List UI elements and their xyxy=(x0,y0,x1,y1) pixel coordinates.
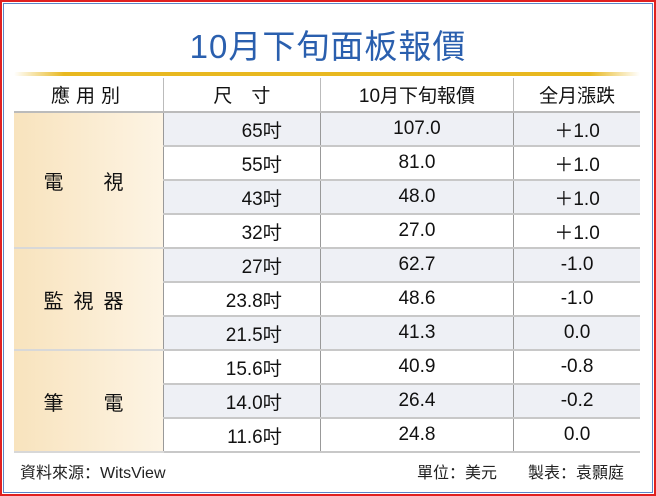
header-size: 尺 寸 xyxy=(162,78,321,113)
table-row: 21.5吋 41.3 0.0 xyxy=(14,316,640,351)
header-category: 應用別 xyxy=(14,78,164,113)
header-change: 全月漲跌 xyxy=(513,78,640,113)
category-cell: 監視器 xyxy=(14,248,164,351)
price-cell: 40.9 xyxy=(319,350,514,385)
change-cell: ＋1.0 xyxy=(513,214,640,249)
change-cell: -1.0 xyxy=(513,282,640,317)
size-cell: 55吋 xyxy=(162,146,321,181)
price-cell: 81.0 xyxy=(319,146,514,181)
price-cell: 107.0 xyxy=(319,112,514,147)
unit-note: 單位：美元 xyxy=(417,465,498,482)
size-cell: 65吋 xyxy=(162,112,321,147)
size-cell: 21.5吋 xyxy=(162,316,321,351)
change-cell: ＋1.0 xyxy=(513,146,640,181)
size-cell: 43吋 xyxy=(162,180,321,215)
change-cell: ＋1.0 xyxy=(513,180,640,215)
change-cell: -0.8 xyxy=(513,350,640,385)
price-cell: 24.8 xyxy=(319,418,514,453)
table-row: 23.8吋 48.6 -1.0 xyxy=(14,282,640,317)
price-cell: 48.6 xyxy=(319,282,514,317)
price-cell: 27.0 xyxy=(319,214,514,249)
table-row: 監視器 27吋 62.7 -1.0 xyxy=(14,248,640,351)
table-row: 電 視 65吋 107.0 ＋1.0 xyxy=(14,112,640,249)
table-row: 43吋 48.0 ＋1.0 xyxy=(14,180,640,215)
page-title: 10月下旬面板報價 xyxy=(189,28,467,65)
change-cell: -1.0 xyxy=(513,248,640,283)
size-cell: 23.8吋 xyxy=(162,282,321,317)
price-cell: 62.7 xyxy=(319,248,514,283)
price-table: 應用別 尺 寸 10月下旬報價 全月漲跌 電 視 65吋 107.0 ＋1.0 55吋 8… xyxy=(14,78,640,453)
table-row: 11.6吋 24.8 0.0 xyxy=(14,418,640,453)
change-cell: 0.0 xyxy=(513,418,640,453)
change-cell: ＋1.0 xyxy=(513,112,640,147)
category-cell: 筆 電 xyxy=(14,350,164,453)
change-cell: -0.2 xyxy=(513,384,640,419)
size-cell: 32吋 xyxy=(162,214,321,249)
size-cell: 11.6吋 xyxy=(162,418,321,453)
table-row: 32吋 27.0 ＋1.0 xyxy=(14,214,640,249)
size-cell: 27吋 xyxy=(162,248,321,283)
size-cell: 14.0吋 xyxy=(162,384,321,419)
table-row: 筆 電 15.6吋 40.9 -0.8 xyxy=(14,350,640,453)
table-row: 55吋 81.0 ＋1.0 xyxy=(14,146,640,181)
price-cell: 41.3 xyxy=(319,316,514,351)
title-divider xyxy=(14,72,640,76)
price-cell: 26.4 xyxy=(319,384,514,419)
category-cell: 電 視 xyxy=(14,112,164,249)
source-note: 資料來源：WitsView xyxy=(20,465,166,482)
author-note: 製表：袁顥庭 xyxy=(528,465,625,482)
change-cell: 0.0 xyxy=(513,316,640,351)
table-row: 14.0吋 26.4 -0.2 xyxy=(14,384,640,419)
size-cell: 15.6吋 xyxy=(162,350,321,385)
header-price: 10月下旬報價 xyxy=(319,78,514,113)
inner-border xyxy=(3,3,653,493)
price-cell: 48.0 xyxy=(319,180,514,215)
